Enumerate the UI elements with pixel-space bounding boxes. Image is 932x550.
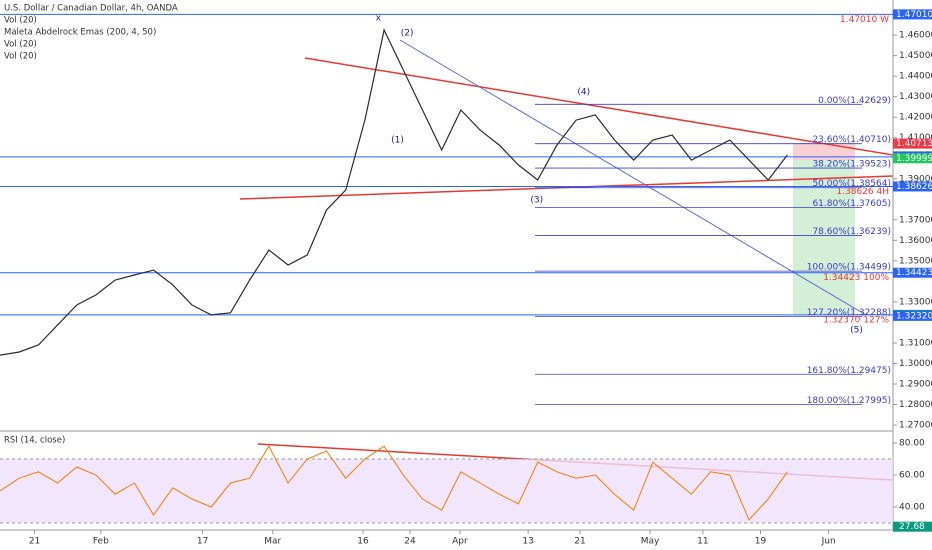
fib-label: 180.00%(1.27995) bbox=[807, 396, 891, 406]
y-tick-label: 1.35000 bbox=[899, 256, 932, 266]
fib-label: 0.00%(1.42629) bbox=[818, 96, 891, 106]
wave-label: (1) bbox=[391, 135, 404, 145]
x-tick-label: 11 bbox=[697, 537, 708, 547]
rsi-tick-label: 40.00 bbox=[899, 502, 925, 512]
price-tag-label: 1.39999 bbox=[896, 154, 932, 164]
x-tick-label: Jun bbox=[821, 537, 836, 547]
projection-line bbox=[399, 39, 867, 316]
price-line bbox=[0, 28, 788, 356]
rsi-tick-label: 60.00 bbox=[899, 471, 925, 481]
price-tag bbox=[893, 9, 932, 20]
y-tick-label: 1.33000 bbox=[899, 297, 932, 307]
price-tag bbox=[893, 153, 932, 164]
y-tick-label: 1.44000 bbox=[899, 72, 932, 82]
x-tick-label: Apr bbox=[452, 537, 468, 547]
price-tag bbox=[893, 138, 932, 149]
wave-label: (3) bbox=[530, 196, 543, 206]
rsi-line bbox=[0, 445, 788, 521]
fib-label: 100.00%(1.34499) bbox=[807, 263, 891, 273]
symbol-title: U.S. Dollar / Canadian Dollar, 4h, OANDA bbox=[4, 4, 178, 14]
y-tick-label: 1.39000 bbox=[899, 174, 932, 184]
y-tick-label: 1.45000 bbox=[899, 51, 932, 61]
price-tag-label: 1.38626 bbox=[896, 182, 932, 192]
x-tick-label: 19 bbox=[755, 537, 767, 547]
x-tick-label: 21 bbox=[574, 537, 585, 547]
price-tag bbox=[893, 181, 932, 192]
level-note: 1.47010 W bbox=[840, 15, 889, 25]
y-tick-label: 1.46000 bbox=[899, 31, 932, 41]
y-tick-label: 1.30000 bbox=[899, 359, 932, 369]
fib-label: 161.80%(1.29475) bbox=[807, 366, 891, 376]
y-tick-label: 1.36000 bbox=[899, 236, 932, 246]
x-tick-label: Feb bbox=[93, 537, 109, 547]
x-tick-label: May bbox=[641, 537, 660, 547]
x-tick-label: 16 bbox=[357, 537, 369, 547]
rsi-last-tag bbox=[893, 521, 932, 532]
fib-label: 78.60%(1.36239) bbox=[812, 227, 891, 237]
rsi-band bbox=[0, 459, 893, 523]
wave-label: (4) bbox=[577, 88, 590, 98]
price-tag-label: 1.34423 bbox=[896, 268, 932, 278]
fib-label: 61.80%(1.37605) bbox=[812, 199, 891, 209]
stop-zone bbox=[793, 143, 855, 160]
price-tag-label: 1.47010 bbox=[896, 10, 932, 20]
price-tag-label: 1.32320 bbox=[896, 311, 932, 321]
indicator: Maleta Abdelrock Emas (200, 4, 50) bbox=[4, 28, 156, 38]
x-tick-label: 13 bbox=[522, 537, 533, 547]
x-tick-label: 24 bbox=[404, 537, 416, 547]
level-note: 1.32370 127% bbox=[823, 315, 889, 325]
trend-line bbox=[304, 57, 894, 156]
fib-label: 23.60%(1.40710) bbox=[812, 135, 891, 145]
x-tick-label: 17 bbox=[197, 537, 208, 547]
y-tick-label: 1.42000 bbox=[899, 113, 932, 123]
y-tick-label: 1.27000 bbox=[899, 421, 932, 431]
indicator: Vol (20) bbox=[4, 16, 37, 26]
indicator: Vol (20) bbox=[4, 52, 37, 62]
y-tick-label: 1.43000 bbox=[899, 92, 932, 102]
y-tick-label: 1.28000 bbox=[899, 400, 932, 410]
wave-label: (2) bbox=[401, 29, 414, 39]
fib-label: 38.20%(1.39523) bbox=[812, 160, 891, 170]
rsi-last-label: 27.68 bbox=[899, 522, 925, 532]
fib-label: 127.20%(1.32288) bbox=[807, 308, 891, 318]
level-note: 1.38626 4H bbox=[836, 187, 889, 197]
rsi-title: RSI (14, close) bbox=[4, 436, 65, 446]
y-tick-label: 1.31000 bbox=[899, 338, 932, 348]
wave-label: x bbox=[376, 14, 382, 24]
price-tag bbox=[893, 267, 932, 278]
indicator: Vol (20) bbox=[4, 40, 37, 50]
y-tick-label: 1.29000 bbox=[899, 380, 932, 390]
rsi-tick-label: 80.00 bbox=[899, 439, 925, 449]
price-tag-label: 1.40713 bbox=[896, 139, 932, 149]
wave-label: (5) bbox=[850, 325, 863, 335]
y-tick-label: 1.37000 bbox=[899, 215, 932, 225]
x-tick-label: 21 bbox=[29, 537, 40, 547]
fib-label: 50.00%(1.38564) bbox=[812, 179, 891, 189]
x-tick-label: Mar bbox=[264, 537, 281, 547]
y-tick-label: 1.41000 bbox=[899, 133, 932, 143]
price-tag bbox=[893, 310, 932, 321]
target-zone bbox=[793, 160, 855, 315]
level-note: 1.34423 100% bbox=[823, 273, 889, 283]
